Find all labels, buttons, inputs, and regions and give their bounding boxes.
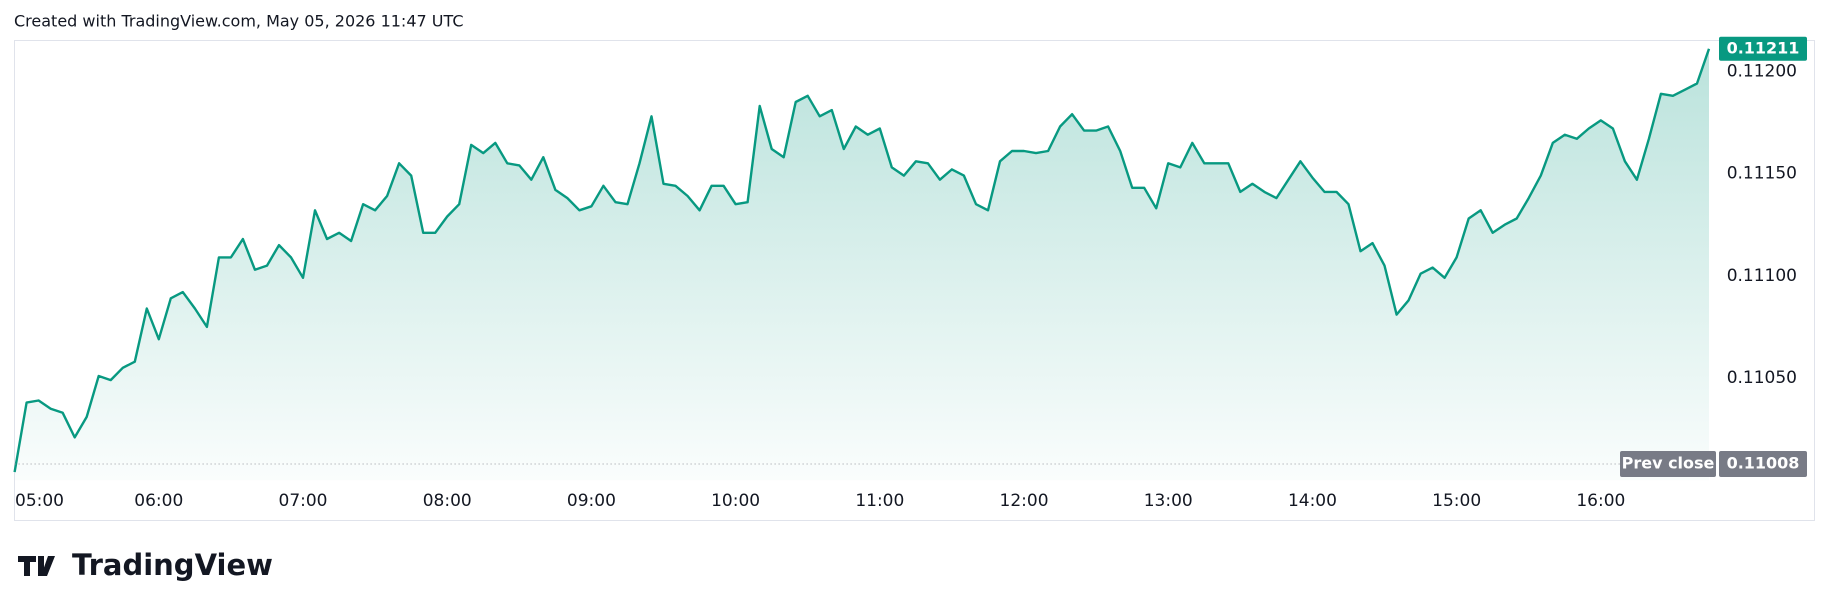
x-tick-label: 09:00 bbox=[567, 491, 616, 511]
x-tick-label: 12:00 bbox=[1000, 491, 1049, 511]
x-tick-label: 14:00 bbox=[1288, 491, 1337, 511]
x-tick-label: 15:00 bbox=[1432, 491, 1481, 511]
x-tick-label: 11:00 bbox=[855, 491, 904, 511]
x-tick-label: 10:00 bbox=[711, 491, 760, 511]
x-tick-label: 16:00 bbox=[1576, 491, 1625, 511]
plot-area: 0.11050 0.11100 0.11150 0.11200 05:00 06:00 07… bbox=[13, 36, 1807, 511]
x-tick-label: 08:00 bbox=[423, 491, 472, 511]
prev-close-value: 0.11008 bbox=[1727, 453, 1800, 472]
last-price-badge bbox=[1719, 36, 1807, 61]
y-tick-label: 0.11150 bbox=[1727, 164, 1797, 184]
last-price-label: 0.11211 bbox=[1727, 38, 1800, 57]
prev-close-label: Prev close bbox=[1622, 453, 1715, 472]
chart-frame bbox=[14, 40, 1815, 521]
logo: TradingView bbox=[18, 548, 273, 582]
x-tick-label: 13:00 bbox=[1144, 491, 1193, 511]
y-tick-label: 0.11050 bbox=[1727, 368, 1797, 388]
logo-icon bbox=[18, 556, 55, 576]
area-fill bbox=[14, 48, 1710, 481]
logo-text: TradingView bbox=[72, 548, 273, 582]
price-line bbox=[13, 48, 1711, 473]
x-tick-label: 06:00 bbox=[134, 491, 183, 511]
x-tick-label: 07:00 bbox=[279, 491, 328, 511]
header-title: Created with TradingView.com, May 05, 20… bbox=[14, 12, 463, 31]
y-tick-label: 0.11100 bbox=[1727, 266, 1797, 286]
prev-close-badge bbox=[1719, 450, 1807, 477]
prev-close-tag bbox=[1620, 450, 1716, 477]
x-tick-label: 05:00 bbox=[15, 491, 64, 511]
y-tick-label: 0.11200 bbox=[1727, 61, 1797, 81]
